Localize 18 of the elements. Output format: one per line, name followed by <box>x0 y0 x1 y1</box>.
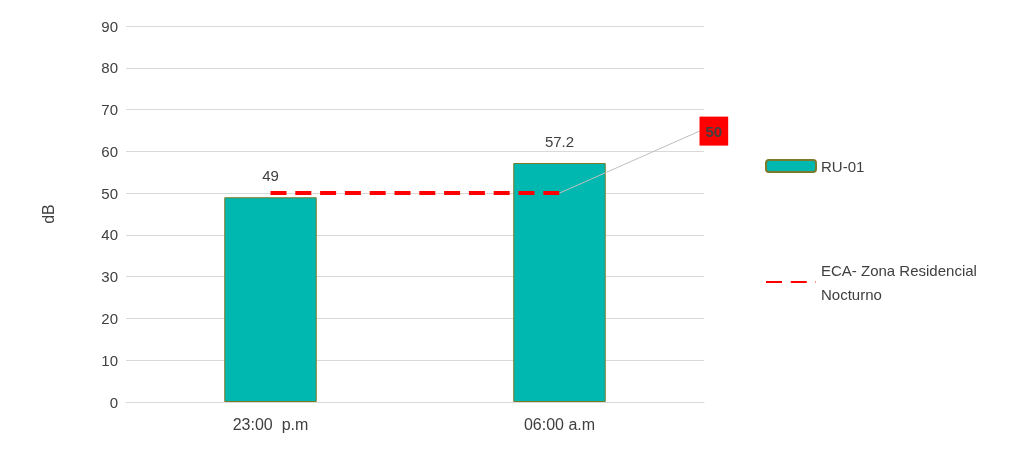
y-tick-label: 60 <box>101 142 118 160</box>
x-tick-label: 23:00 p.m <box>232 415 309 433</box>
y-tick-label: 50 <box>101 184 118 202</box>
y-tick-label: 0 <box>109 393 118 411</box>
y-tick-label: 40 <box>101 226 118 244</box>
legend-label: RU-01 <box>821 157 865 175</box>
y-tick-label: 80 <box>101 59 118 77</box>
y-axis-title: dB <box>39 204 57 224</box>
y-tick-label: 90 <box>101 17 118 35</box>
y-tick-label: 70 <box>101 101 118 119</box>
y-tick-label: 10 <box>101 351 118 369</box>
data-label: 50 <box>705 122 723 140</box>
data-label: 57.2 <box>544 133 575 151</box>
data-label: 49 <box>262 167 279 185</box>
y-tick-label: 20 <box>101 309 118 327</box>
legend-label: ECA- Zona Residencial Nocturno <box>821 261 982 303</box>
y-tick-label: 30 <box>101 268 118 286</box>
x-tick-label: 06:00 a.m <box>523 415 596 433</box>
